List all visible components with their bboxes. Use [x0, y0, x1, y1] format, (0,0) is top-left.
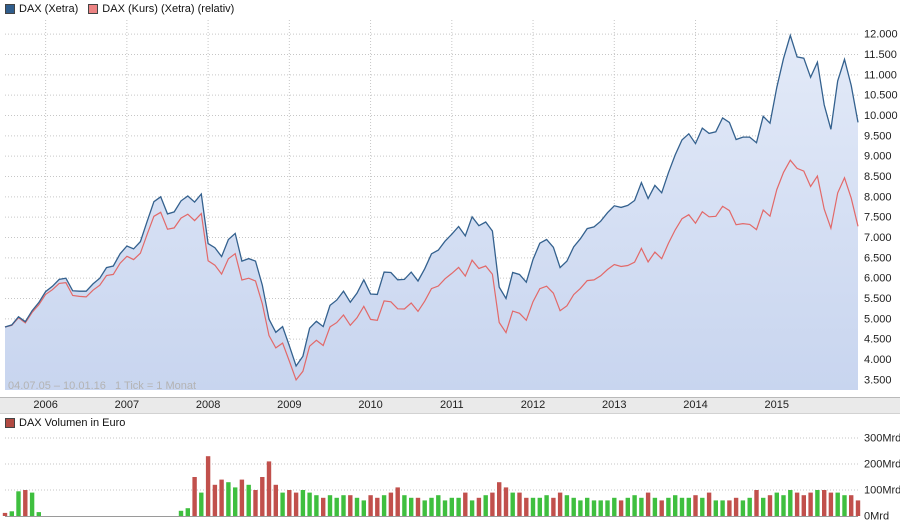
y-axis-tick-label: 7.500	[864, 212, 892, 224]
y-axis-tick-label: 8.000	[864, 191, 892, 203]
y-axis-tick-label: 9.500	[864, 130, 892, 142]
dax-xetra-swatch-icon	[5, 4, 15, 14]
y-axis-tick-label: 4.000	[864, 354, 892, 366]
volume-axis-tick-label: 100Mrd	[864, 485, 900, 497]
year-label: 2013	[602, 399, 627, 411]
year-label: 2010	[358, 399, 383, 411]
year-label: 2007	[114, 399, 140, 411]
year-label: 2006	[33, 399, 58, 411]
legend-item-volume: DAX Volumen in Euro	[5, 417, 125, 429]
price-legend: DAX (Xetra) DAX (Kurs) (Xetra) (relativ)	[5, 3, 244, 15]
year-label: 2008	[195, 399, 221, 411]
dax-kurs-label: DAX (Kurs) (Xetra) (relativ)	[102, 3, 235, 15]
volume-axis-tick-label: 0Mrd	[864, 511, 889, 523]
dax-xetra-label: DAX (Xetra)	[19, 3, 79, 15]
y-axis-tick-label: 6.500	[864, 252, 892, 264]
time-axis: 2006 2007 2008 2009 2010 2011 2012 2013 2014 2015	[0, 397, 900, 414]
legend-item-dax-kurs: DAX (Kurs) (Xetra) (relativ)	[88, 3, 234, 15]
volume-chart[interactable]: 300Mrd 200Mrd 100Mrd 0Mrd	[0, 432, 900, 526]
volume-legend: DAX Volumen in Euro	[5, 417, 135, 429]
year-label: 2009	[277, 399, 302, 411]
volume-axis-tick-label: 300Mrd	[864, 433, 900, 445]
legend-item-dax-xetra: DAX (Xetra)	[5, 3, 78, 15]
y-axis-tick-label: 7.000	[864, 232, 892, 244]
y-axis-tick-label: 6.000	[864, 273, 892, 285]
period-info: 04.07.05 – 10.01.16 1 Tick = 1 Monat	[8, 380, 197, 392]
y-axis-tick-label: 9.000	[864, 151, 892, 163]
y-axis-tick-label: 11.500	[864, 49, 897, 61]
y-axis-tick-label: 11.000	[864, 69, 897, 81]
volume-axis-tick-label: 200Mrd	[864, 459, 900, 471]
y-axis-tick-label: 8.500	[864, 171, 892, 183]
year-label: 2015	[764, 399, 789, 411]
year-label: 2012	[520, 399, 546, 411]
dax-kurs-swatch-icon	[88, 4, 99, 14]
y-axis-tick-label: 4.500	[864, 334, 892, 346]
year-label: 2014	[683, 399, 708, 411]
volume-label: DAX Volumen in Euro	[19, 417, 126, 429]
year-label: 2011	[439, 399, 464, 411]
volume-swatch-icon	[5, 418, 15, 428]
y-axis-tick-label: 5.000	[864, 313, 892, 325]
y-axis-tick-label: 10.000	[864, 110, 898, 122]
y-axis-tick-label: 3.500	[864, 374, 892, 386]
price-chart[interactable]: 12.000 11.500 11.000 10.500 10.000 9.500 9.000…	[0, 0, 900, 397]
y-axis-tick-label: 10.500	[864, 90, 898, 102]
y-axis-tick-label: 12.000	[864, 29, 898, 41]
y-axis-tick-label: 5.500	[864, 293, 892, 305]
